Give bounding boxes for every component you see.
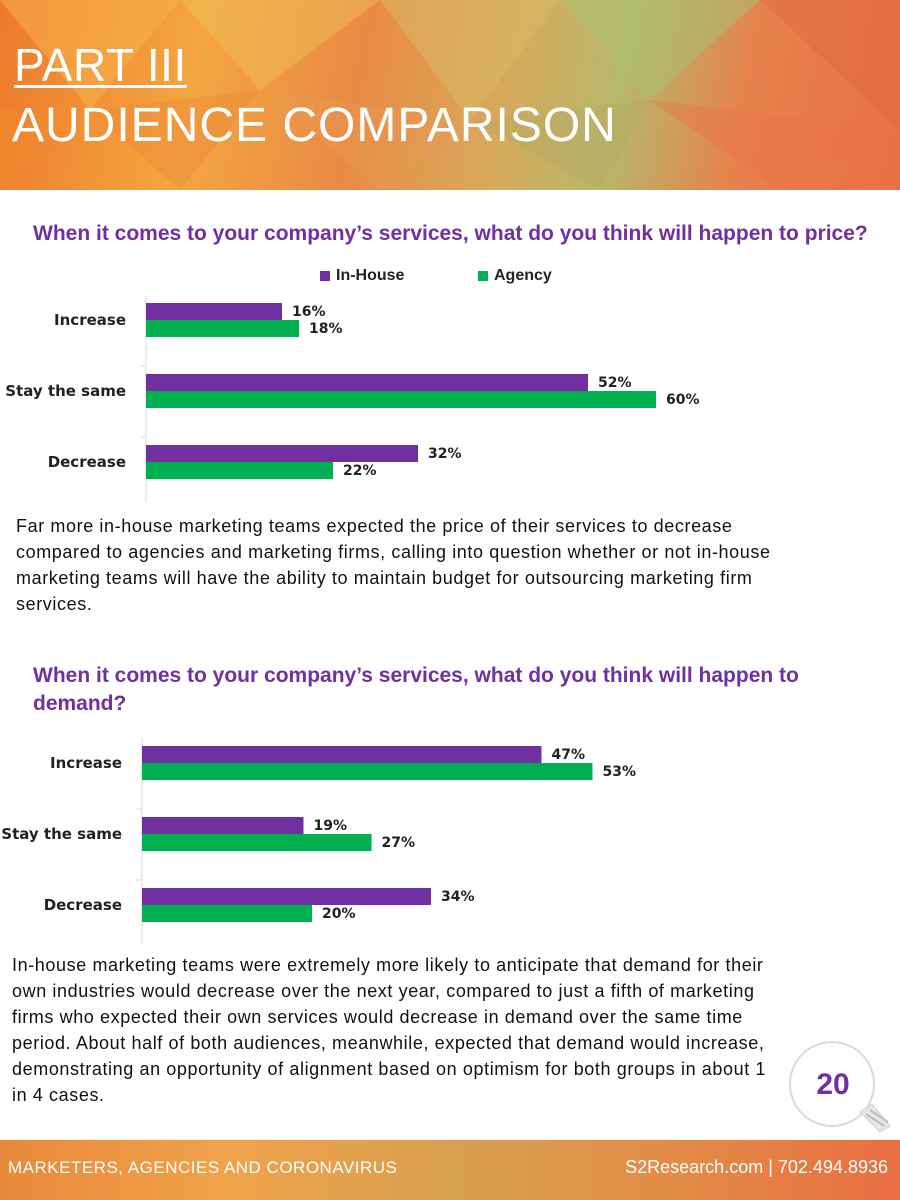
demand-bar-in-house — [142, 817, 304, 834]
demand-data-label: 47% — [552, 747, 586, 763]
demand-data-label: 27% — [382, 835, 416, 851]
demand-chart: Increase 47% 53% Stay the same 19% 27% Decreas… — [0, 730, 900, 951]
demand-paragraph: In-house marketing teams were extremely … — [12, 955, 767, 1105]
page-title: AUDIENCE COMPARISON — [12, 99, 617, 152]
demand-category-label: Increase — [50, 754, 122, 772]
price-bar-in-house — [146, 374, 588, 391]
price-data-label: 32% — [428, 446, 462, 462]
price-data-label: 60% — [666, 392, 700, 408]
price-question: When it comes to your company’s services… — [33, 222, 868, 245]
footer-contact: S2Research.com | 702.494.8936 — [625, 1157, 888, 1177]
price-data-label: 16% — [292, 304, 326, 320]
demand-bar-in-house — [142, 746, 542, 763]
demand-data-label: 19% — [314, 818, 348, 834]
part-label: PART III — [14, 39, 187, 91]
page-number: 20 — [816, 1068, 850, 1101]
price-data-label: 22% — [343, 463, 377, 479]
price-category-label: Decrease — [48, 453, 126, 471]
legend-agency: Agency — [478, 267, 552, 285]
legend-in-house-label: In-House — [336, 267, 405, 284]
legend-agency-label: Agency — [494, 267, 552, 284]
demand-bar-agency — [142, 905, 312, 922]
price-chart: Increase 16% 18% Stay the same 52% 60% Decreas… — [0, 290, 900, 508]
price-paragraph: Far more in-house marketing teams expect… — [16, 516, 771, 614]
demand-bar-agency — [142, 763, 593, 780]
price-data-label: 18% — [309, 321, 343, 337]
legend-agency-swatch — [478, 271, 488, 281]
price-bar-agency — [146, 320, 299, 337]
price-bar-agency — [146, 462, 333, 479]
demand-data-label: 20% — [322, 906, 356, 922]
footer-report-title: MARKETERS, AGENCIES AND CORONAVIRUS — [8, 1158, 398, 1177]
demand-data-label: 53% — [603, 764, 637, 780]
demand-category-label: Decrease — [44, 896, 122, 914]
price-chart-svg: Increase 16%18% Stay the same 52% 60% Decreas… — [5, 295, 700, 508]
price-bar-in-house — [146, 303, 282, 320]
demand-data-label: 34% — [441, 889, 475, 905]
price-category-label: Increase — [54, 311, 126, 329]
header-banner: PART III AUDIENCE COMPARISON — [0, 0, 900, 190]
demand-bar-in-house — [142, 888, 431, 905]
price-category-label: Stay the same — [5, 382, 126, 400]
chart-legend: In-House Agency — [320, 267, 620, 287]
legend-in-house: In-House — [320, 267, 404, 285]
demand-bar-agency — [142, 834, 372, 851]
footer-banner: MARKETERS, AGENCIES AND CORONAVIRUS S2Re… — [0, 1140, 900, 1200]
price-data-label: 52% — [598, 375, 632, 391]
price-bar-in-house — [146, 445, 418, 462]
legend-in-house-swatch — [320, 271, 330, 281]
demand-chart-svg: Increase 47% 53% Stay the same 19% 27% Decreas… — [1, 738, 637, 951]
polygon-background — [0, 0, 900, 190]
price-bar-agency — [146, 391, 656, 408]
lightbulb-icon — [789, 1041, 891, 1133]
demand-question: When it comes to your company’s services… — [33, 664, 799, 715]
demand-category-label: Stay the same — [1, 825, 122, 843]
